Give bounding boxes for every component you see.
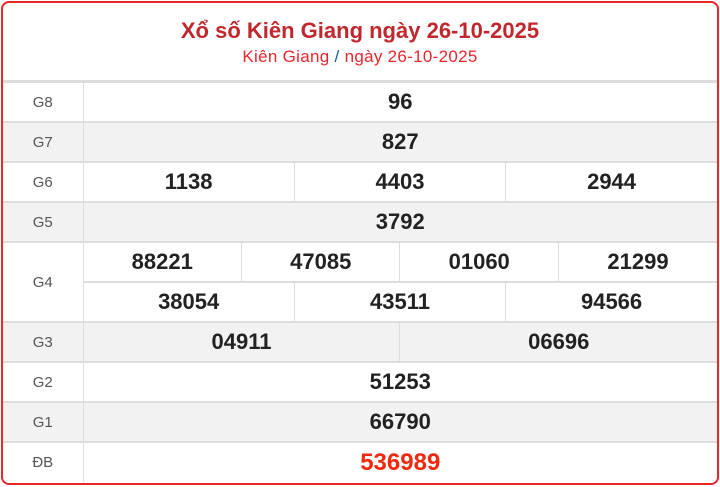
prize-row-g3: G3 04911 06696	[3, 321, 717, 362]
prize-number: 4403	[293, 161, 506, 202]
prize-number: 06696	[399, 321, 717, 362]
prize-number: 04911	[82, 321, 400, 362]
prize-label: G2	[3, 361, 83, 402]
prize-label: ĐB	[3, 441, 83, 482]
prize-number: 88221	[82, 241, 242, 282]
prize-number: 96	[82, 81, 717, 122]
prize-number: 2944	[505, 161, 717, 202]
breadcrumb: Kiên Giang / ngày 26-10-2025	[3, 47, 717, 67]
prize-number: 21299	[557, 241, 717, 282]
prize-number: 1138	[82, 161, 295, 202]
prize-number: 51253	[82, 361, 717, 402]
breadcrumb-separator: /	[334, 47, 340, 66]
prize-label: G5	[3, 201, 83, 242]
prize-row-g5: G5 3792	[3, 201, 717, 242]
prize-row-g8: G8 96	[3, 81, 717, 122]
special-prize-number: 536989	[82, 441, 717, 482]
breadcrumb-date-link[interactable]: ngày 26-10-2025	[344, 47, 478, 66]
prize-row-g4: G4 88221 47085 01060 21299	[3, 241, 717, 322]
prize-number: 38054	[82, 281, 295, 322]
prize-number: 43511	[293, 281, 506, 322]
prize-label: G3	[3, 321, 83, 362]
prize-row-g7: G7 827	[3, 121, 717, 162]
page-title: Xổ số Kiên Giang ngày 26-10-2025	[180, 18, 540, 43]
prize-number: 3792	[82, 201, 717, 242]
breadcrumb-province-link[interactable]: Kiên Giang	[242, 47, 330, 66]
results-table: G8 96 G7 827 G6 1138 4403 2944 G5 3792 G4 88221…	[3, 81, 717, 482]
prize-row-g2: G2 51253	[3, 361, 717, 402]
prize-label: G1	[3, 401, 83, 442]
prize-row-g6: G6 1138 4403 2944	[3, 161, 717, 202]
prize-label: G8	[3, 81, 83, 122]
prize-number: 827	[82, 121, 717, 162]
prize-label: G7	[3, 121, 83, 162]
prize-label: G6	[3, 161, 83, 202]
prize-number: 01060	[399, 241, 559, 282]
prize-number: 47085	[240, 241, 400, 282]
prize-number: 66790	[82, 401, 717, 442]
prize-label: G4	[3, 241, 83, 322]
prize-row-g1: G1 66790	[3, 401, 717, 442]
prize-row-g4-2: 38054 43511 94566	[3, 281, 717, 322]
prize-number: 94566	[505, 281, 717, 322]
results-header: Xổ số Kiên Giang ngày 26-10-2025 Kiên Gi…	[3, 3, 717, 81]
prize-row-special: ĐB 536989	[3, 441, 717, 482]
